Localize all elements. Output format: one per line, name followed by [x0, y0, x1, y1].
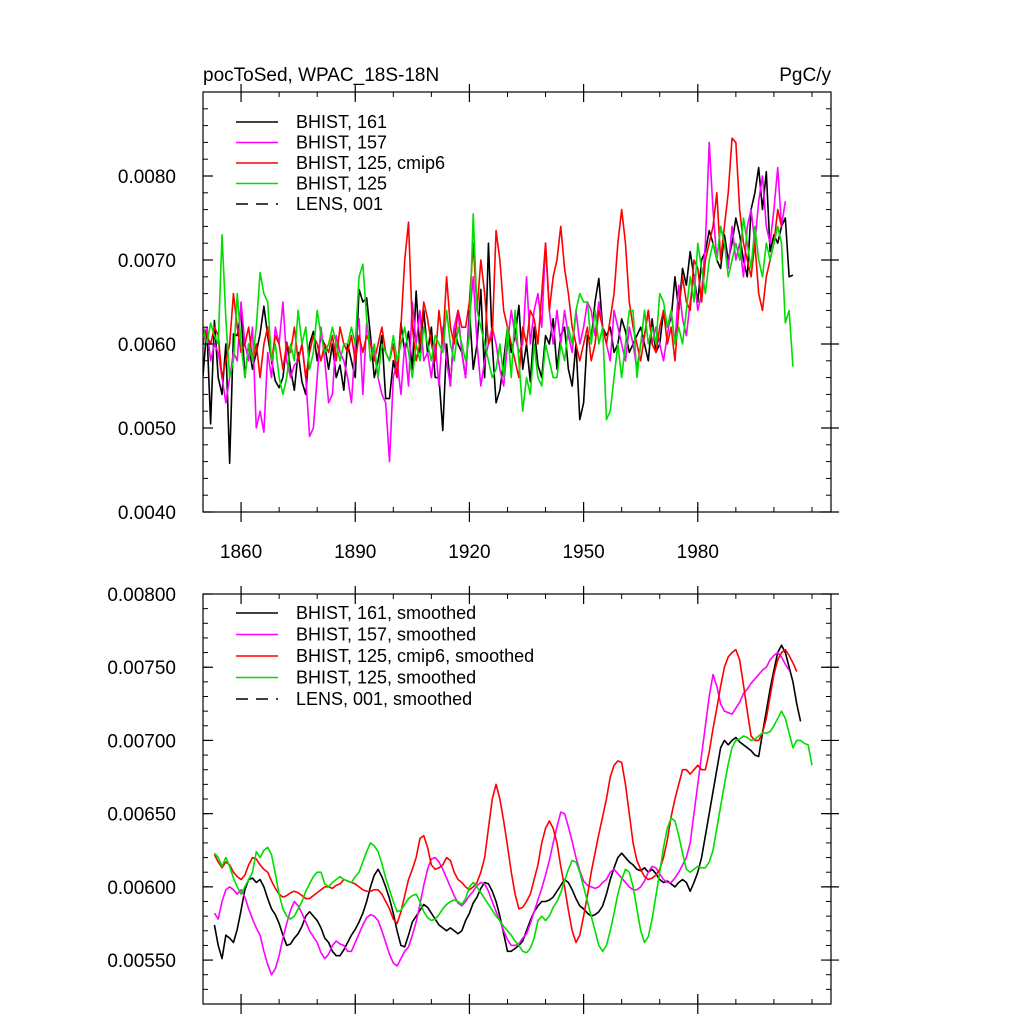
top-legend-label-4: LENS, 001 — [296, 194, 383, 214]
top-y-tick-label: 0.0080 — [118, 167, 176, 188]
bottom-y-tick-label: 0.00650 — [107, 805, 176, 826]
top-y-tick-label: 0.0060 — [118, 335, 176, 356]
bottom-y-tick-label: 0.00700 — [107, 731, 176, 752]
bottom-series-line-3 — [213, 710, 813, 954]
bottom-legend-label-0: BHIST, 161, smoothed — [296, 603, 476, 623]
top-legend-label-2: BHIST, 125, cmip6 — [296, 153, 445, 173]
top-panel: pocToSed, WPAC_18S-18N PgC/y 1860 1890 192… — [118, 65, 839, 563]
bottom-legend-label-4: LENS, 001, smoothed — [296, 689, 472, 709]
bottom-series-line-1 — [213, 651, 790, 976]
bottom-y-tick-label: 0.00800 — [107, 585, 176, 606]
top-series-line-3 — [203, 213, 794, 421]
top-x-tick-label: 1920 — [448, 542, 490, 563]
top-panel-title: pocToSed, WPAC_18S-18N — [203, 65, 439, 86]
bottom-y-tick-label: 0.00550 — [107, 951, 176, 972]
bottom-series-line-0 — [213, 644, 802, 960]
bottom-y-tick-label: 0.00750 — [107, 658, 176, 679]
top-panel-units: PgC/y — [779, 65, 831, 86]
top-y-tick-label: 0.0050 — [118, 419, 176, 440]
bottom-series-layer — [213, 644, 813, 976]
bottom-legend-label-1: BHIST, 157, smoothed — [296, 625, 476, 645]
bottom-panel: 0.00550 0.00600 0.00650 0.00700 0.00750 0.008… — [107, 585, 839, 1014]
top-legend-label-1: BHIST, 157 — [296, 133, 387, 153]
top-legend-label-0: BHIST, 161 — [296, 112, 387, 132]
top-series-layer — [203, 137, 794, 465]
bottom-legend-label-2: BHIST, 125, cmip6, smoothed — [296, 646, 534, 666]
top-x-tick-label: 1860 — [220, 542, 262, 563]
bottom-legend-label-3: BHIST, 125, smoothed — [296, 668, 476, 688]
top-series-line-2 — [203, 137, 783, 379]
top-x-tick-label: 1890 — [334, 542, 376, 563]
top-x-tick-label: 1950 — [562, 542, 604, 563]
top-y-tick-label: 0.0070 — [118, 251, 176, 272]
top-plot-frame — [202, 91, 832, 513]
top-legend-label-3: BHIST, 125 — [296, 174, 387, 194]
bottom-series-line-2 — [213, 648, 798, 944]
bottom-axis-layer: 0.00550 0.00600 0.00650 0.00700 0.00750 0.008… — [107, 585, 839, 1014]
top-y-tick-label: 0.0040 — [118, 503, 176, 524]
top-axis-layer: 1860 1890 1920 1950 1980 0.0040 0.0050 0.0060 0.… — [118, 84, 839, 563]
bottom-y-tick-label: 0.00600 — [107, 878, 176, 899]
top-x-tick-label: 1980 — [677, 542, 719, 563]
